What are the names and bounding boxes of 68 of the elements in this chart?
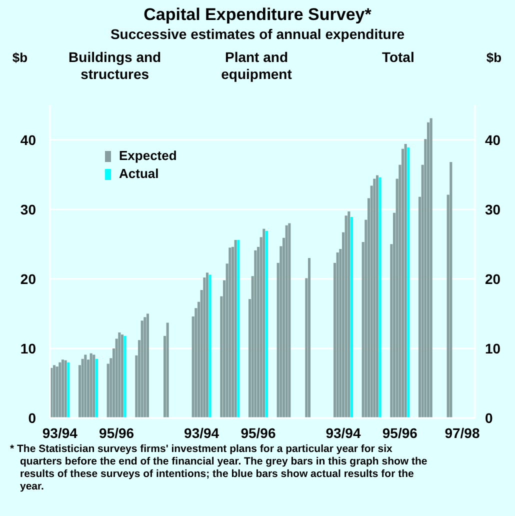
bar bbox=[58, 362, 62, 418]
bar bbox=[67, 362, 70, 418]
bar bbox=[348, 211, 350, 418]
y2-tick-label: 40 bbox=[485, 132, 501, 148]
y2-tick-label: 30 bbox=[485, 201, 501, 218]
x-tick-label: 95/96 bbox=[99, 425, 134, 441]
text: * The Statistician surveys firms' investment plans for a particular year for six quarters before the end of the financial year. The grey bars in this graph show the results of these surveys of intentions; the blue bars show actual results for the year. bbox=[10, 443, 428, 492]
bar bbox=[208, 274, 212, 418]
bar bbox=[92, 354, 96, 418]
y2-tick-label: 0 bbox=[485, 410, 493, 426]
bar bbox=[146, 314, 150, 418]
bar bbox=[61, 360, 64, 418]
bar bbox=[373, 178, 376, 418]
bar bbox=[350, 216, 354, 418]
bar bbox=[206, 272, 209, 418]
bar bbox=[124, 336, 126, 418]
y2-tick-label: 20 bbox=[485, 270, 501, 287]
y-tick-label: 0 bbox=[28, 410, 36, 426]
bar bbox=[64, 360, 67, 418]
bar bbox=[254, 250, 257, 418]
legend-label: Actual bbox=[119, 166, 159, 181]
bar bbox=[84, 354, 87, 418]
y-axis-title: $b bbox=[12, 50, 28, 65]
bar bbox=[450, 162, 452, 418]
bar bbox=[344, 216, 348, 418]
chart-title: Capital Expenditure Survey* bbox=[144, 5, 372, 24]
y2-tick-label: 10 bbox=[485, 340, 501, 356]
chart-subtitle: Successive estimates of annual expenditure bbox=[110, 26, 405, 42]
bar bbox=[95, 358, 98, 418]
y-tick-label: 10 bbox=[20, 340, 36, 356]
bar bbox=[407, 147, 410, 418]
x-tick-label: 93/94 bbox=[326, 425, 361, 441]
y2-axis-title: $b bbox=[486, 50, 502, 65]
bar bbox=[237, 240, 240, 418]
bar bbox=[90, 353, 92, 418]
text: Plant and equipment bbox=[221, 49, 292, 82]
bar bbox=[118, 332, 121, 418]
y-tick-label: 20 bbox=[20, 270, 36, 287]
x-tick-label: 93/94 bbox=[184, 425, 220, 441]
bar bbox=[404, 144, 407, 418]
bar bbox=[426, 122, 430, 418]
bar bbox=[166, 322, 169, 418]
legend-label: Expected bbox=[119, 148, 177, 163]
bar bbox=[52, 365, 56, 418]
bar bbox=[288, 223, 291, 418]
x-tick-label: 95/96 bbox=[382, 425, 418, 441]
bar bbox=[285, 225, 288, 418]
bar bbox=[81, 358, 84, 418]
bar bbox=[140, 320, 144, 418]
x-tick-label: 95/96 bbox=[240, 425, 276, 441]
y-tick-label: 40 bbox=[20, 132, 36, 148]
bar bbox=[144, 317, 146, 418]
bar bbox=[120, 334, 124, 418]
bar bbox=[430, 118, 432, 418]
bar bbox=[308, 258, 311, 418]
bar bbox=[56, 366, 58, 418]
bar bbox=[228, 248, 232, 418]
text: Total bbox=[382, 49, 414, 65]
bar bbox=[265, 230, 268, 418]
bar bbox=[378, 177, 382, 418]
bar bbox=[262, 228, 266, 418]
bar bbox=[234, 240, 237, 418]
bar bbox=[336, 252, 339, 418]
text: Buildings and structures bbox=[68, 49, 162, 82]
bar bbox=[376, 175, 379, 418]
x-tick-label: 93/94 bbox=[42, 425, 78, 441]
x-tick-label: 97/98 bbox=[444, 425, 480, 441]
y-tick-label: 30 bbox=[20, 201, 36, 218]
